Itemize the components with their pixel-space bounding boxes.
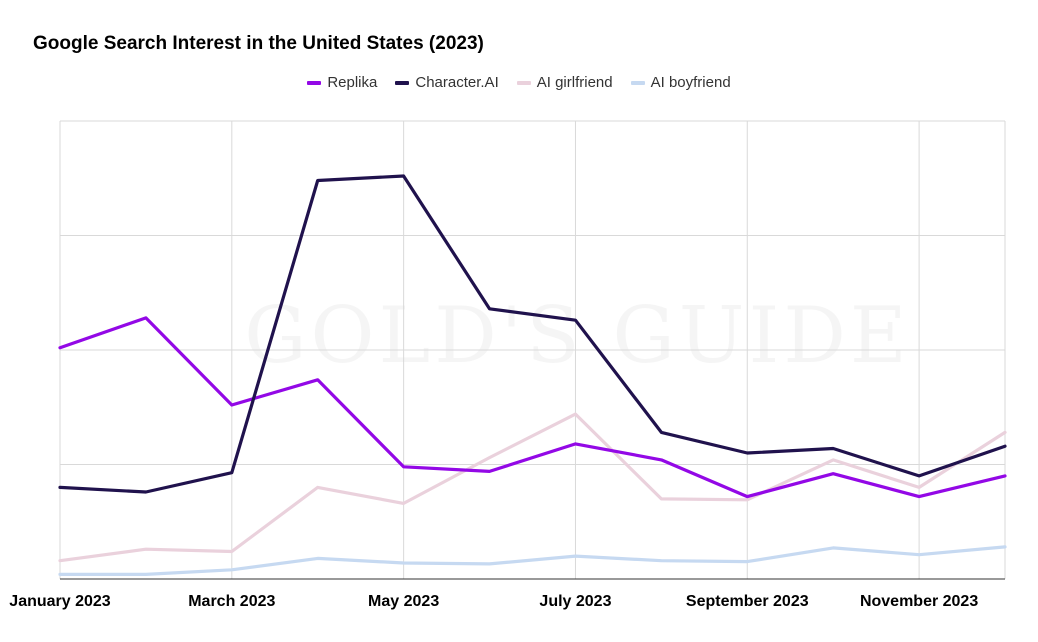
legend-item-ai-boyfriend[interactable]: AI boyfriend xyxy=(630,74,731,91)
legend-label-character-ai: Character.AI xyxy=(415,74,499,91)
legend-item-replika[interactable]: Replika xyxy=(307,74,377,91)
series-line-replika xyxy=(58,316,1007,499)
series-line-ai-girlfriend xyxy=(58,412,1007,563)
x-tick-label: May 2023 xyxy=(368,593,439,610)
legend-swatch-character-ai xyxy=(395,80,410,85)
x-tick-label: November 2023 xyxy=(860,593,978,610)
legend-item-ai-girlfriend[interactable]: AI girlfriend xyxy=(516,74,613,91)
legend-label-replika: Replika xyxy=(327,74,378,91)
x-tick-label: March 2023 xyxy=(188,593,275,610)
chart-legend: Replika Character.AI AI girlfriend AI bo… xyxy=(0,74,1038,91)
watermark-text: GOLD'S GUIDE xyxy=(244,291,911,381)
legend-swatch-ai-boyfriend xyxy=(630,80,645,85)
chart-title: Google Search Interest in the United Sta… xyxy=(33,33,484,54)
series-line-character-ai xyxy=(58,174,1007,494)
x-tick-label: July 2023 xyxy=(539,593,611,610)
legend-swatch-ai-girlfriend xyxy=(516,80,531,85)
series-line-ai-boyfriend xyxy=(58,545,1007,577)
x-tick-label: September 2023 xyxy=(686,593,809,610)
legend-swatch-replika xyxy=(307,80,322,85)
legend-label-ai-girlfriend: AI girlfriend xyxy=(536,74,613,91)
legend-label-ai-boyfriend: AI boyfriend xyxy=(650,74,731,91)
legend-item-character-ai[interactable]: Character.AI xyxy=(395,74,499,91)
x-tick-label: January 2023 xyxy=(9,593,111,610)
